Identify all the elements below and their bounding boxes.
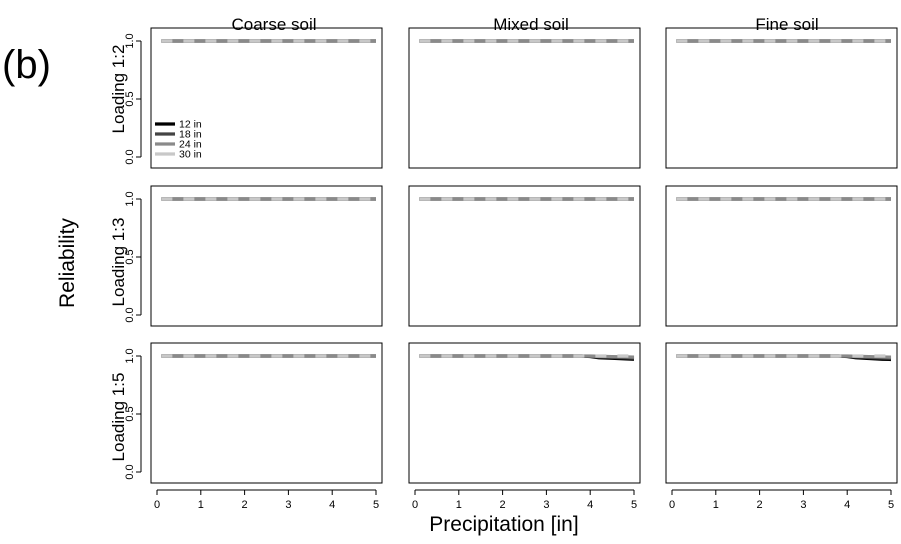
panels-group: 0.00.51.00.00.51.00.00.51.00 1 2 3 4 5 0 1 2 3 4 5 0… [124,27,898,511]
panel-frame [408,185,641,327]
y-tick-label: 0.0 [124,307,136,322]
x-tick-label: 0 [669,499,675,511]
column-title-coarse: Coarse soil [231,15,316,34]
panel-frame [665,185,898,327]
legend-label: 18 in [179,129,202,141]
x-tick-label: 3 [543,499,549,511]
x-tick-label: 2 [500,499,506,511]
x-tick-label: 5 [888,499,894,511]
panel-frame [665,27,898,169]
y-tick-label: 1.0 [124,348,136,363]
y-tick-label: 0.0 [124,464,136,479]
legend-label: 30 in [179,149,202,161]
x-tick-label: 0 [154,499,160,511]
x-tick-label: 3 [285,499,291,511]
legend-label: 24 in [179,139,202,151]
x-tick-label: 2 [757,499,763,511]
x-tick-label: 1 [713,499,719,511]
panel-loading-1-3-coarse-soil: 0.0 0.5 1.0 [124,185,383,327]
y-tick-label: 0.0 [124,149,136,164]
row-label-loading-1-3: Loading 1:3 [109,218,128,307]
x-tick-label: 0 [412,499,418,511]
panel-frame [665,342,898,484]
y-tick-label: 0.5 [124,406,136,421]
x-axis-title: Precipitation [in] [429,513,578,536]
row-label-loading-1-2: Loading 1:2 [109,45,128,134]
x-tick-label: 2 [242,499,248,511]
y-tick-label: 0.5 [124,91,136,106]
panel-loading-1-3-mixed-soil [408,185,641,327]
x-tick-label: 3 [800,499,806,511]
panel-frame [408,27,641,169]
x-tick-label: 1 [198,499,204,511]
panel-loading-1-5-coarse-soil: 0.0 0.5 1.0 0 1 2 3 4 5 [124,342,383,511]
y-axis-title: Reliability [56,218,79,308]
x-tick-label: 4 [587,499,593,511]
panel-frame [150,27,383,169]
legend-label: 12 in [179,119,202,131]
x-tick-label: 5 [373,499,379,511]
x-tick-label: 4 [329,499,335,511]
column-title-mixed: Mixed soil [493,15,569,34]
panel-tag: (b) [2,43,51,87]
column-title-fine: Fine soil [755,15,818,34]
x-tick-label: 5 [631,499,637,511]
y-tick-label: 1.0 [124,191,136,206]
panel-loading-1-2-fine-soil [665,27,898,169]
row-label-loading-1-5: Loading 1:5 [109,373,128,462]
panel-loading-1-5-mixed-soil: 0 1 2 3 4 5 [408,342,641,511]
panel-frame [150,185,383,327]
panel-frame [408,342,641,484]
panel-loading-1-5-fine-soil: 0 1 2 3 4 5 [665,342,898,511]
panel-loading-1-3-fine-soil [665,185,898,327]
y-tick-label: 0.5 [124,249,136,264]
y-tick-label: 1.0 [124,33,136,48]
x-tick-label: 4 [844,499,850,511]
x-tick-label: 1 [456,499,462,511]
panel-loading-1-2-coarse-soil: 0.0 0.5 1.0 [124,27,383,169]
panel-frame [150,342,383,484]
panel-loading-1-2-mixed-soil [408,27,641,169]
